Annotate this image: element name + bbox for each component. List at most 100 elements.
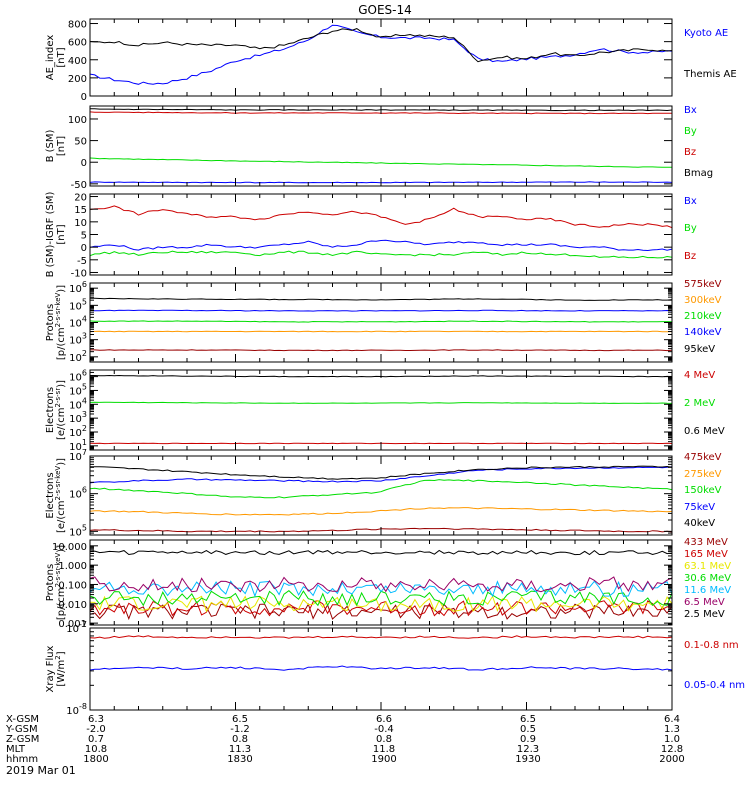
- legend-7-63-1-mev: 63.1 MeV: [684, 561, 731, 572]
- panel-1-frame: [89, 18, 673, 97]
- panel-6-line-275kev: [90, 507, 672, 516]
- legend-7-2-5-mev: 2.5 MeV: [684, 609, 725, 620]
- footer-value: -1.2: [230, 724, 250, 735]
- panel-8-line-0-05-0-4-nm: [90, 665, 672, 671]
- legend-3-bx: Bx: [684, 196, 697, 207]
- panel-4-ytick-label: 105: [69, 297, 87, 312]
- panel-7-line-63-1-mev: [90, 595, 672, 613]
- panel-5-ylabel: Electrons: [45, 387, 56, 433]
- panel-4-line-300kev: [90, 330, 672, 333]
- panel-5-ytick-label: 104: [69, 396, 87, 411]
- legend-3-bz: Bz: [684, 251, 696, 262]
- panel-6-ytick-label: 105: [69, 523, 87, 538]
- panel-4-line-575kev: [90, 349, 672, 352]
- footer-value: -0.4: [374, 724, 394, 735]
- panel-1-line-kyoto-ae: [90, 24, 672, 85]
- panel-1-ytick-label: 600: [68, 38, 87, 49]
- panel-3-series: [90, 205, 672, 259]
- panel-3-ylabel: B (SM)-IGRF (SM): [45, 192, 56, 278]
- panel-1-ytick-label: 400: [68, 56, 87, 67]
- panel-1-ytick-label: 200: [68, 74, 87, 85]
- plot-title: GOES-14: [358, 3, 412, 17]
- panel-1-ytick-label: 0: [81, 92, 87, 103]
- legend-7-11-6-mev: 11.6 MeV: [684, 585, 731, 596]
- legend-8-0-05-0-4-nm: 0.05-0.4 nm: [684, 680, 745, 691]
- panel-5-ytick-label: 106: [69, 369, 87, 384]
- legend-7-433-mev: 433 MeV: [684, 537, 728, 548]
- legend-6-150kev: 150keV: [684, 485, 722, 496]
- panel-2-ytick-label: -50: [71, 180, 87, 191]
- legend-2-bz: Bz: [684, 147, 696, 158]
- panel-3-ytick-label: 15: [74, 205, 87, 216]
- panel-7-ylabel: Protons: [45, 564, 56, 601]
- panel-8-ytick-label: 10-7: [66, 620, 87, 635]
- footer-value: 6.3: [88, 714, 104, 725]
- legend-5-4-mev: 4 MeV: [684, 370, 715, 381]
- panel-2: -50 0 50 100 B (SM) [nT] Bx By Bz Bmag: [45, 105, 713, 191]
- panel-1-series: [90, 24, 672, 85]
- footer-value: 2000: [659, 754, 684, 765]
- panel-6-ylabel: [e/(cm2-s-sr-keV)]: [54, 458, 67, 533]
- panel-5-ytick-label: 102: [69, 424, 87, 439]
- panel-3-ylabel: [nT]: [56, 224, 67, 244]
- panel-8-line-0-1-0-8-nm: [90, 635, 672, 639]
- panel-1-line-themis-ae: [90, 28, 672, 63]
- panel-1-ylabel: AE_index: [45, 35, 56, 81]
- panel-7-ytick-label: 0.010: [58, 600, 87, 611]
- legend-7-165-mev: 165 MeV: [684, 549, 728, 560]
- panel-2-ylabel: [nT]: [56, 136, 67, 156]
- legend-2-bx: Bx: [684, 105, 697, 116]
- panel-6: 105 106 107 Electrons [e/(cm2-s-sr-keV)] 475k…: [45, 448, 722, 538]
- footer-value: 6.6: [376, 714, 392, 725]
- panel-4-line-140kev: [90, 309, 672, 312]
- panel-3-line-bx: [90, 239, 672, 252]
- panel-8-ylabel: Xray Flux: [45, 645, 56, 692]
- panel-7-line-165-mev: [90, 600, 672, 617]
- legend-4-95kev: 95keV: [684, 344, 715, 355]
- footer-value: 6.5: [520, 714, 536, 725]
- panel-6-line-150kev: [90, 479, 672, 499]
- panel-4-ylabel: Protons: [45, 304, 56, 341]
- panel-8-ytick-label: 10-8: [66, 702, 87, 717]
- legend-1-themis-ae: Themis AE: [683, 69, 737, 80]
- legend-4-300kev: 300keV: [684, 295, 722, 306]
- panel-7-line-11-6-mev: [90, 580, 672, 598]
- legend-8-0-1-0-8-nm: 0.1-0.8 nm: [684, 640, 739, 651]
- footer-value: 1800: [83, 754, 108, 765]
- legend-1-kyoto-ae: Kyoto AE: [684, 28, 728, 39]
- panel-3-ytick-label: 0: [81, 243, 87, 254]
- panel-7-ylabel: [p/(cm2-s-sr-keV)]: [54, 545, 67, 620]
- legend-4-575kev: 575keV: [684, 279, 722, 290]
- panel-2-ytick-label: 50: [74, 137, 87, 148]
- panel-5-ytick-label: 105: [69, 382, 87, 397]
- footer-value: 1900: [371, 754, 396, 765]
- panel-4-ytick-label: 106: [69, 280, 87, 295]
- footer-row-label: hhmm: [6, 754, 38, 765]
- footer-value: 0.9: [520, 734, 536, 745]
- legend-3-by: By: [684, 223, 697, 234]
- footer-value: 12.8: [661, 744, 683, 755]
- legend-4-210kev: 210keV: [684, 311, 722, 322]
- footer-value: 0.8: [232, 734, 248, 745]
- panel-5-series: [90, 374, 672, 445]
- panel-2-frame: [89, 105, 673, 187]
- panel-3-line-by: [90, 250, 672, 259]
- panel-7-ytick-label: 0.100: [58, 580, 87, 591]
- panel-4-series: [90, 297, 672, 352]
- footer-value: 0.8: [376, 734, 392, 745]
- panel-3-ytick-label: 20: [74, 193, 87, 204]
- panel-7-line-6-5-mev: [90, 576, 672, 593]
- footer-row-label: X-GSM: [6, 714, 39, 725]
- panel-2-ylabel: B (SM): [45, 129, 56, 162]
- panel-6-line-40kev: [90, 465, 672, 480]
- footer-row-label: Z-GSM: [6, 734, 39, 745]
- panel-5-ytick-label: 103: [69, 410, 87, 425]
- panel-5-line-2-mev: [90, 401, 672, 404]
- panel-6-ytick-label: 106: [69, 486, 87, 501]
- panel-8-ylabel: [W/m2]: [54, 651, 67, 686]
- legend-5-2-mev: 2 MeV: [684, 398, 715, 409]
